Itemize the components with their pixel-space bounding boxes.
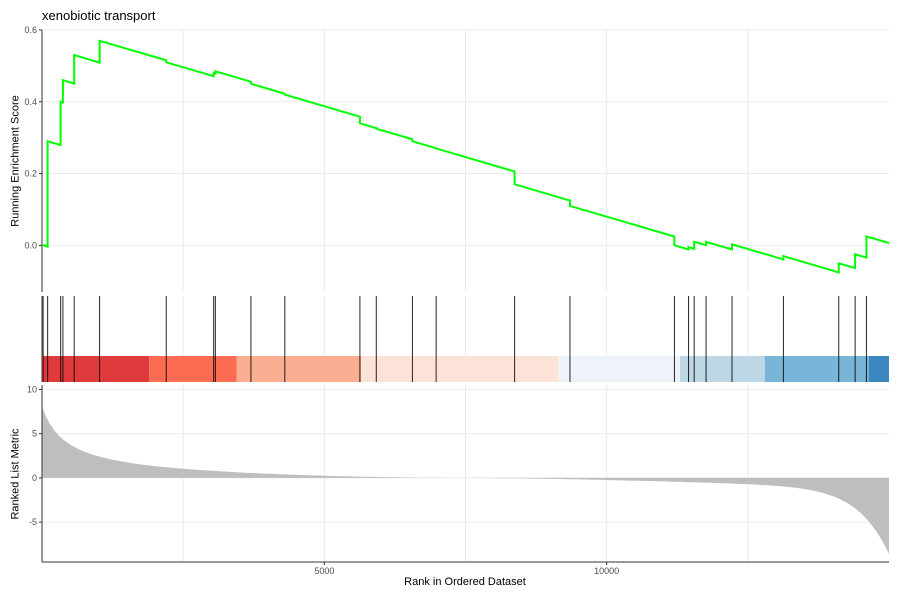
x-ticks: 5000 10000	[314, 562, 619, 576]
color-bar-segment	[149, 356, 237, 382]
x-tick-label: 5000	[314, 566, 334, 576]
y-tick-label: 0.4	[24, 97, 37, 107]
color-bar-segment	[236, 356, 362, 382]
color-bar-segment	[42, 356, 150, 382]
running-enrichment-line	[42, 39, 890, 274]
enrichment-grid	[42, 29, 889, 292]
color-bar-segment	[680, 356, 765, 382]
color-bar-segment	[868, 356, 889, 382]
rank-color-bar	[42, 356, 889, 382]
y-tick-label: 5	[32, 429, 37, 439]
color-bar-segment	[361, 356, 559, 382]
chart-title: xenobiotic transport	[42, 8, 156, 23]
ranked-metric-area	[42, 406, 889, 554]
x-axis-label: Rank in Ordered Dataset	[404, 576, 526, 588]
y-tick-label: -5	[29, 517, 37, 527]
y-tick-label: 0.2	[24, 169, 37, 179]
enrichment-y-ticks: 0.0 0.2 0.4 0.6	[24, 25, 42, 250]
color-bar-segment	[764, 356, 869, 382]
gene-hit-markers	[42, 296, 867, 382]
y-tick-label: 10	[27, 384, 37, 394]
x-tick-label: 10000	[594, 566, 619, 576]
y-tick-label: 0.0	[24, 240, 37, 250]
enrichment-y-label: Running Enrichment Score	[9, 95, 22, 227]
y-tick-label: 0.6	[24, 25, 37, 35]
metric-y-label: Ranked List Metric	[9, 427, 22, 520]
y-tick-label: 0	[32, 473, 37, 483]
metric-y-ticks: -5 0 5 10	[27, 384, 42, 527]
color-bar-segment	[558, 356, 681, 382]
